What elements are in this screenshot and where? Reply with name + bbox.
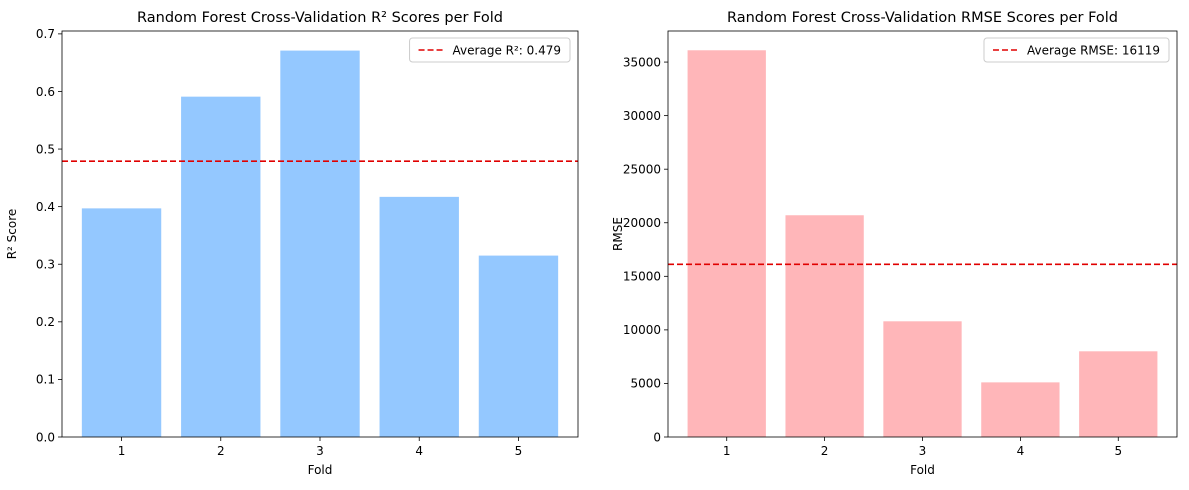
rmse-bar-fold-3 xyxy=(883,321,962,437)
r2-bar-fold-4 xyxy=(379,196,459,437)
rmse-y-tick-label: 25000 xyxy=(623,162,661,176)
rmse-chart-panel: Random Forest Cross-Validation RMSE Scor… xyxy=(611,10,1178,477)
r2-y-tick-label: 0.1 xyxy=(36,373,55,387)
r2-x-tick-label: 2 xyxy=(217,444,225,458)
rmse-y-tick-label: 0 xyxy=(653,430,661,444)
rmse-x-axis-label: Fold xyxy=(910,463,935,477)
rmse-bar-fold-1 xyxy=(687,50,766,438)
rmse-chart-title: Random Forest Cross-Validation RMSE Scor… xyxy=(727,10,1118,26)
r2-y-tick-label: 0.0 xyxy=(36,430,55,444)
rmse-y-axis-label: RMSE xyxy=(611,217,625,251)
rmse-x-tick-label: 3 xyxy=(919,444,927,458)
r2-legend: Average R²: 0.479 xyxy=(409,37,571,63)
r2-bar-fold-3 xyxy=(280,50,360,438)
r2-y-tick-label: 0.4 xyxy=(36,200,55,214)
rmse-y-tick-label: 10000 xyxy=(623,323,661,337)
r2-chart-title: Random Forest Cross-Validation R² Scores… xyxy=(137,10,503,26)
r2-x-axis-label: Fold xyxy=(308,463,333,477)
rmse-bar-fold-4 xyxy=(981,382,1060,437)
r2-y-tick-label: 0.6 xyxy=(36,85,55,99)
r2-x-tick-label: 1 xyxy=(118,444,126,458)
rmse-x-tick-label: 2 xyxy=(821,444,829,458)
rmse-axes-frame xyxy=(667,30,1178,438)
rmse-y-tick-label: 5000 xyxy=(630,377,661,391)
r2-bar-fold-5 xyxy=(478,255,559,437)
r2-legend-box xyxy=(409,37,571,63)
r2-y-axis-label: R² Score xyxy=(5,209,19,260)
r2-bar-fold-2 xyxy=(181,96,261,437)
rmse-y-tick-label: 35000 xyxy=(623,55,661,69)
rmse-x-tick-label: 1 xyxy=(723,444,731,458)
r2-y-tick-label: 0.3 xyxy=(36,258,55,272)
r2-bar-fold-1 xyxy=(81,208,162,437)
r2-x-tick-label: 4 xyxy=(415,444,423,458)
r2-axes-frame xyxy=(61,30,579,438)
rmse-y-tick-label: 20000 xyxy=(623,216,661,230)
rmse-bar-fold-5 xyxy=(1079,351,1158,437)
rmse-legend-box xyxy=(983,37,1170,63)
r2-legend-label: Average R²: 0.479 xyxy=(453,43,561,57)
rmse-bar-fold-2 xyxy=(785,215,864,437)
r2-y-tick-label: 0.2 xyxy=(36,315,55,329)
r2-chart-panel: Random Forest Cross-Validation R² Scores… xyxy=(5,10,579,477)
rmse-y-tick-label: 15000 xyxy=(623,270,661,284)
rmse-x-tick-label: 4 xyxy=(1017,444,1025,458)
rmse-legend: Average RMSE: 16119 xyxy=(983,37,1170,63)
rmse-legend-label: Average RMSE: 16119 xyxy=(1027,43,1160,57)
rmse-y-tick-label: 30000 xyxy=(623,109,661,123)
r2-y-tick-label: 0.7 xyxy=(36,27,55,41)
r2-y-tick-label: 0.5 xyxy=(36,142,55,156)
r2-x-tick-label: 3 xyxy=(316,444,324,458)
rmse-x-tick-label: 5 xyxy=(1114,444,1122,458)
r2-x-tick-label: 5 xyxy=(515,444,523,458)
